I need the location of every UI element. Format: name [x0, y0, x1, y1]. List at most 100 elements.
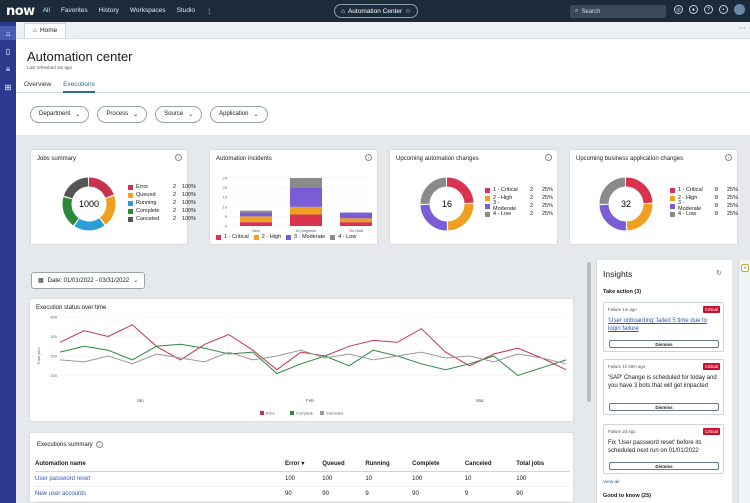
legend-item[interactable]: 2 - High: [253, 234, 281, 240]
nav-all[interactable]: All: [42, 7, 50, 14]
info-icon[interactable]: i: [725, 154, 732, 161]
legend-label: 1 - Critical: [224, 234, 249, 240]
legend-row[interactable]: 2 - High 8 25%: [670, 194, 738, 202]
col-total-jobs[interactable]: Total jobs: [516, 457, 570, 472]
donut-segment[interactable]: [599, 177, 653, 231]
legend-label: 2 - High: [493, 195, 513, 201]
col-queued[interactable]: Queued: [322, 457, 366, 472]
legend-row[interactable]: Complete 2 100%: [128, 207, 196, 215]
legend-percent: 25%: [726, 203, 738, 209]
series-line[interactable]: [59, 324, 567, 371]
dismiss-button[interactable]: Dismiss: [609, 462, 719, 470]
scrollbar[interactable]: [587, 262, 591, 402]
dismiss-button[interactable]: Dismiss: [609, 340, 719, 348]
legend-label[interactable]: Complete: [296, 411, 314, 416]
home-nav-icon[interactable]: ⌂: [0, 26, 16, 40]
legend-row[interactable]: 1 - Critical 8 25%: [670, 186, 738, 194]
grid-nav-icon[interactable]: ⊞: [4, 82, 12, 92]
legend-percent: 25%: [541, 203, 553, 209]
y-tick-label: 25: [223, 176, 228, 181]
col-running[interactable]: Running: [365, 457, 413, 472]
bar-segment[interactable]: [240, 210, 272, 213]
legend-row[interactable]: Queued 2 100%: [128, 191, 196, 199]
series-line[interactable]: [59, 343, 567, 377]
dismiss-button[interactable]: Dismiss: [609, 403, 719, 411]
col-automation-name[interactable]: Automation name: [35, 457, 285, 472]
automation-changes-donut: 16: [420, 177, 474, 231]
bar-segment[interactable]: [290, 206, 322, 215]
legend-row[interactable]: 1 - Critical 2 25%: [485, 186, 553, 194]
bell-icon[interactable]: •: [719, 5, 728, 14]
legend-item[interactable]: 3 - Moderate: [286, 234, 325, 240]
automation-link[interactable]: New user accounts: [35, 486, 285, 502]
bar-segment[interactable]: [290, 178, 322, 188]
chat-icon[interactable]: ●: [689, 5, 698, 14]
info-icon[interactable]: i: [175, 154, 182, 161]
bar-segment[interactable]: [340, 212, 372, 219]
nav-favorites[interactable]: Favorites: [60, 7, 88, 14]
list-nav-icon[interactable]: ≡: [5, 64, 11, 74]
legend-row[interactable]: 4 - Low 8 25%: [670, 210, 738, 218]
process-filter[interactable]: Process ⌄: [97, 105, 148, 123]
view-all-link[interactable]: View all: [603, 480, 620, 485]
help-icon[interactable]: ?: [704, 5, 713, 14]
context-pill[interactable]: ⌂ Automation Center ☆: [334, 4, 418, 18]
application-filter[interactable]: Application ⌄: [210, 105, 268, 123]
series-line[interactable]: [59, 349, 567, 365]
tab-executions[interactable]: Executions: [63, 81, 95, 93]
bar-segment[interactable]: [290, 187, 322, 207]
donut-segment[interactable]: [62, 177, 116, 231]
insight-card: Failure 1m ago Critical 'User onboarding…: [603, 302, 724, 352]
book-nav-icon[interactable]: ▯: [5, 46, 11, 56]
donut-segment[interactable]: [420, 177, 474, 231]
date-filter[interactable]: ▦ Date: 01/01/2022 - 03/31/2022 ⌄: [31, 272, 146, 289]
legend-row[interactable]: 2 - High 2 25%: [485, 194, 553, 202]
legend-row[interactable]: 3 - Moderate 8 25%: [670, 200, 738, 212]
bar-segment[interactable]: [240, 222, 272, 226]
legend-row[interactable]: Error 2 100%: [128, 183, 196, 191]
donut-segment[interactable]: [62, 177, 116, 231]
col-complete[interactable]: Complete: [412, 457, 465, 472]
nav-workspaces[interactable]: Workspaces: [129, 7, 166, 14]
source-filter[interactable]: Source ⌄: [155, 105, 203, 123]
legend-row[interactable]: 4 - Low 2 25%: [485, 210, 553, 218]
legend-item[interactable]: 1 - Critical: [216, 234, 249, 240]
now-logo[interactable]: now: [6, 3, 35, 19]
tab-overview[interactable]: Overview: [24, 81, 52, 88]
nav-more-icon[interactable]: ⋮: [206, 8, 213, 15]
legend-row[interactable]: 3 - Moderate 2 25%: [485, 200, 553, 212]
avatar[interactable]: [734, 4, 745, 15]
donut-segment[interactable]: [62, 177, 116, 231]
bar-segment[interactable]: [240, 216, 272, 223]
donut-segment[interactable]: [62, 177, 116, 231]
col-canceled[interactable]: Canceled: [464, 457, 517, 472]
legend-row[interactable]: Running 2 100%: [128, 199, 196, 207]
cell: 10: [365, 471, 413, 487]
nav-studio[interactable]: Studio: [176, 7, 195, 14]
department-filter[interactable]: Department ⌄: [30, 105, 90, 123]
star-icon[interactable]: ☆: [405, 8, 411, 15]
insight-message[interactable]: 'User onboarding' failed 5 time due to l…: [608, 318, 708, 332]
bar-segment[interactable]: [340, 222, 372, 226]
info-icon[interactable]: i: [545, 154, 552, 161]
critical-badge: Critical: [702, 428, 720, 435]
nav-history[interactable]: History: [98, 7, 119, 14]
info-icon[interactable]: i: [365, 154, 372, 161]
bar-segment[interactable]: [290, 214, 322, 226]
tab-home[interactable]: ⌂ Home: [24, 22, 67, 38]
more-icon[interactable]: ···: [739, 25, 746, 32]
legend-row[interactable]: Canceled 2 100%: [128, 215, 196, 223]
lightbulb-icon[interactable]: ♦: [741, 264, 749, 272]
bar-segment[interactable]: [240, 212, 272, 217]
automation-link[interactable]: User password reset: [35, 471, 285, 487]
summary-title-row: Executions summary i: [37, 441, 103, 448]
refresh-icon[interactable]: ↻: [716, 270, 722, 277]
col-error[interactable]: Error ▾: [285, 457, 323, 472]
legend-label[interactable]: Error: [266, 411, 276, 416]
legend-item[interactable]: 4 - Low: [330, 234, 356, 240]
info-icon[interactable]: i: [95, 441, 103, 448]
globe-icon[interactable]: ◎: [674, 5, 683, 14]
search-input[interactable]: ⌕ Search: [570, 5, 666, 18]
bar-segment[interactable]: [340, 218, 372, 223]
legend-label[interactable]: Canceled: [326, 411, 343, 416]
